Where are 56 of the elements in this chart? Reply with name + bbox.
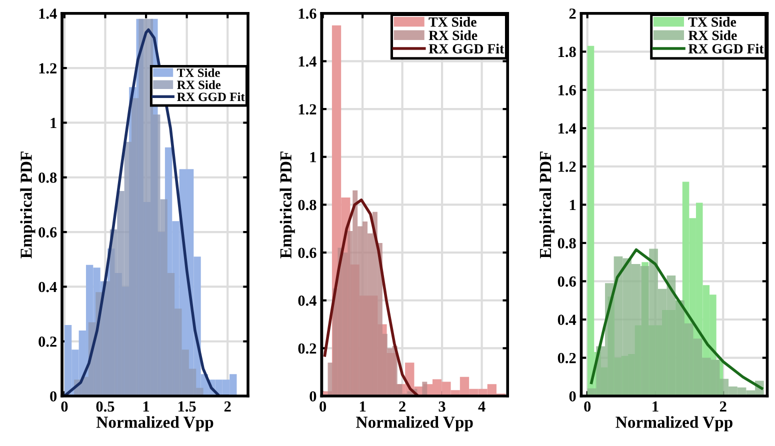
legend-label: RX GGD Fit bbox=[688, 44, 764, 54]
y-tick-label: 0 bbox=[569, 391, 576, 402]
y-tick-label: 1.4 bbox=[558, 123, 576, 134]
x-tick-label: 0.5 bbox=[96, 401, 114, 412]
x-tick-label: 1 bbox=[143, 401, 150, 412]
y-tick-label: 1.2 bbox=[39, 63, 56, 74]
x-tick-label: 4 bbox=[478, 401, 486, 412]
y-tick-label: 0.4 bbox=[298, 296, 316, 306]
legend-label: RX Side bbox=[428, 30, 478, 40]
y-tick-label: 0.4 bbox=[558, 314, 576, 326]
y-tick-label: 0.6 bbox=[38, 227, 57, 238]
x-tick-label: 0 bbox=[584, 401, 591, 412]
x-axis-title: Normalized Vpp bbox=[356, 416, 473, 432]
y-tick-label: 1.4 bbox=[298, 56, 316, 67]
y-tick-label: 1.8 bbox=[558, 46, 576, 58]
y-tick-label: 0.8 bbox=[38, 172, 57, 183]
x-tick-label: 2 bbox=[720, 401, 726, 412]
legend-label: RX Side bbox=[688, 30, 737, 40]
y-tick-label: 0 bbox=[310, 391, 316, 402]
legend-label: TX Side bbox=[428, 16, 476, 27]
y-tick-label: 1.6 bbox=[558, 85, 576, 96]
y-tick-label: 0.2 bbox=[558, 352, 576, 364]
x-tick-label: 3 bbox=[438, 401, 446, 412]
y-tick-label: 0.6 bbox=[298, 248, 316, 258]
y-tick-label: 0.8 bbox=[558, 238, 576, 248]
x-tick-label: 1 bbox=[652, 401, 658, 412]
x-axis-title: Normalized Vpp bbox=[96, 416, 214, 432]
y-tick-label: 1.6 bbox=[298, 8, 316, 19]
x-tick-label: 2 bbox=[224, 401, 231, 412]
y-tick-label: 1 bbox=[50, 118, 56, 128]
y-tick-label: 1.2 bbox=[298, 104, 316, 115]
legend-label: TX Side bbox=[688, 16, 736, 27]
y-tick-label: 0.8 bbox=[298, 200, 316, 210]
y-axis-title: Empirical PDF bbox=[20, 152, 36, 258]
x-tick-label: 2 bbox=[399, 401, 406, 412]
legend-label: RX Side bbox=[177, 80, 221, 90]
y-tick-label: 0 bbox=[50, 391, 57, 402]
y-tick-label: 1.2 bbox=[558, 162, 576, 172]
x-axis-title: Normalized Vpp bbox=[616, 416, 732, 432]
y-tick-label: 0.2 bbox=[298, 343, 316, 354]
legend-label: RX GGD Fit bbox=[428, 44, 504, 54]
y-tick-label: 0.4 bbox=[38, 282, 57, 292]
y-tick-label: 2 bbox=[569, 8, 576, 19]
x-tick-label: 1.5 bbox=[178, 401, 196, 412]
legend-label: RX GGD Fit bbox=[177, 92, 245, 102]
y-axis-title: Empirical PDF bbox=[539, 152, 555, 258]
y-tick-label: 1 bbox=[570, 200, 576, 210]
x-tick-label: 0 bbox=[61, 401, 68, 412]
y-tick-label: 1.4 bbox=[39, 8, 57, 19]
y-tick-label: 0.2 bbox=[38, 336, 56, 347]
x-tick-label: 1 bbox=[360, 401, 366, 412]
y-tick-label: 1 bbox=[310, 152, 316, 162]
legend-label: TX Side bbox=[177, 68, 220, 78]
y-tick-label: 0.6 bbox=[558, 276, 576, 287]
x-tick-label: 0 bbox=[320, 401, 326, 412]
y-axis-title: Empirical PDF bbox=[280, 152, 295, 258]
